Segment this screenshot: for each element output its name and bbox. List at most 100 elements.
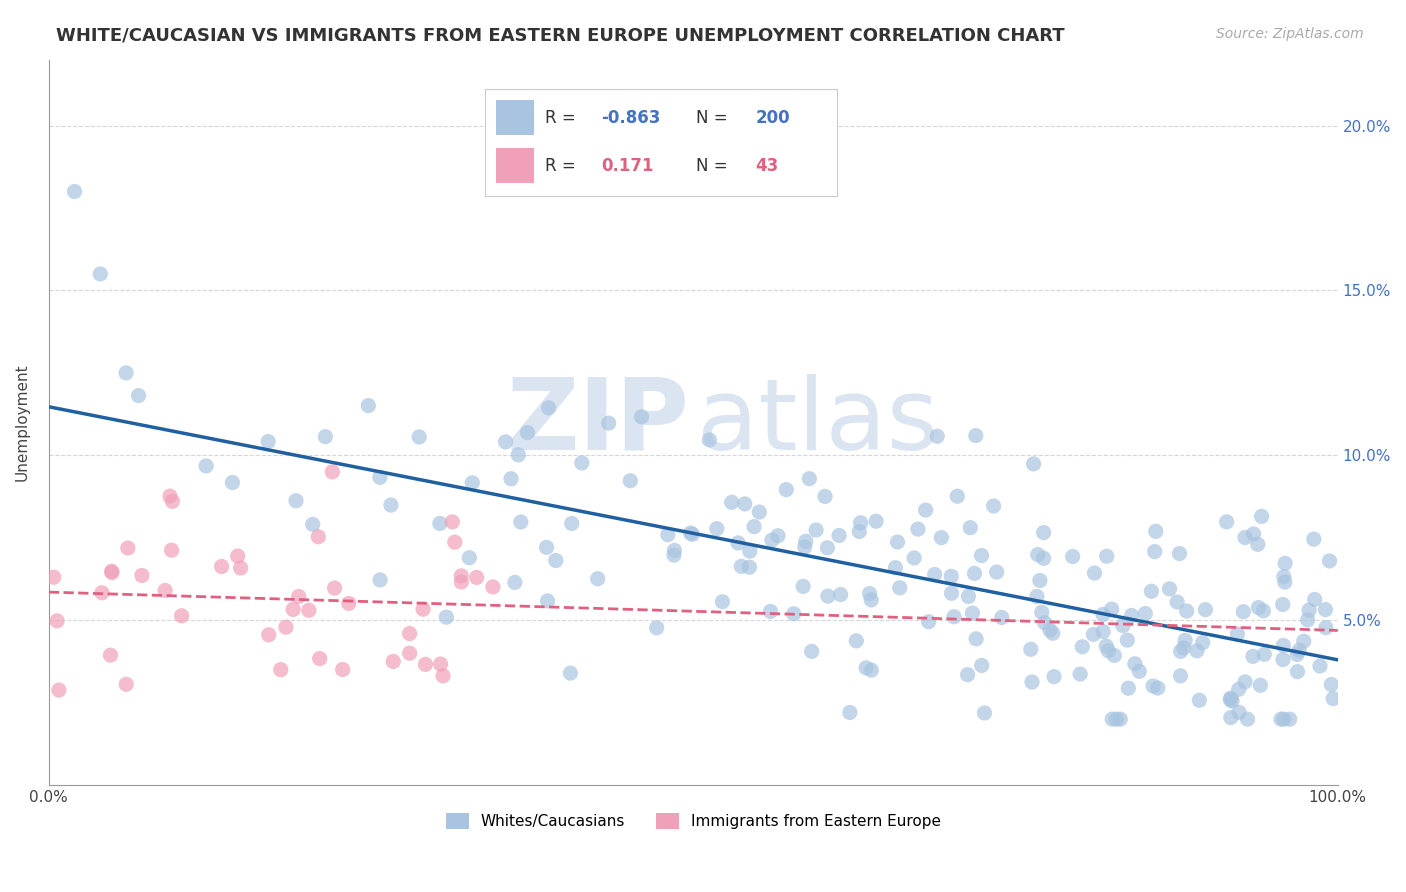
Point: [931, 531, 953, 545]
Point: [849, 516, 872, 530]
Text: R =: R =: [544, 157, 581, 175]
Point: [793, 540, 815, 554]
Point: [337, 596, 360, 610]
Point: [1029, 574, 1052, 588]
Point: [1097, 644, 1119, 658]
Point: [965, 632, 987, 646]
Point: [1091, 607, 1114, 622]
Point: [783, 607, 806, 621]
Point: [441, 515, 464, 529]
Point: [965, 428, 987, 442]
Text: Source: ZipAtlas.com: Source: ZipAtlas.com: [1216, 27, 1364, 41]
Point: [450, 574, 472, 589]
Point: [332, 663, 354, 677]
Point: [742, 519, 765, 533]
Point: [1272, 712, 1295, 726]
Point: [927, 429, 949, 443]
Point: [1250, 509, 1272, 524]
Point: [657, 527, 679, 541]
Point: [1025, 590, 1047, 604]
Point: [1320, 677, 1343, 691]
Point: [458, 550, 481, 565]
Point: [1249, 678, 1271, 692]
Point: [699, 433, 721, 447]
Point: [814, 490, 837, 504]
Legend: Whites/Caucasians, Immigrants from Eastern Europe: Whites/Caucasians, Immigrants from Easte…: [440, 807, 948, 836]
Point: [1272, 639, 1295, 653]
Point: [970, 658, 993, 673]
Point: [1296, 613, 1319, 627]
Point: [544, 553, 567, 567]
Text: WHITE/CAUCASIAN VS IMMIGRANTS FROM EASTERN EUROPE UNEMPLOYMENT CORRELATION CHART: WHITE/CAUCASIAN VS IMMIGRANTS FROM EASTE…: [56, 27, 1064, 45]
Point: [1170, 644, 1192, 658]
Point: [100, 564, 122, 578]
Point: [128, 388, 150, 402]
Point: [1069, 667, 1091, 681]
Point: [42, 570, 65, 584]
Point: [792, 579, 814, 593]
Point: [1095, 639, 1118, 653]
Point: [838, 706, 860, 720]
FancyBboxPatch shape: [495, 100, 534, 136]
Point: [738, 560, 761, 574]
Point: [941, 586, 963, 600]
FancyBboxPatch shape: [495, 148, 534, 184]
Point: [46, 614, 69, 628]
Point: [412, 602, 434, 616]
Point: [1288, 643, 1310, 657]
Point: [860, 663, 883, 677]
Point: [858, 586, 880, 600]
Point: [1140, 584, 1163, 599]
Point: [1101, 712, 1123, 726]
Point: [907, 522, 929, 536]
Point: [1062, 549, 1084, 564]
Point: [1215, 515, 1237, 529]
Point: [586, 572, 609, 586]
Point: [357, 399, 380, 413]
Point: [257, 628, 280, 642]
Point: [1032, 525, 1054, 540]
Point: [815, 541, 838, 555]
Point: [571, 456, 593, 470]
Point: [1142, 679, 1164, 693]
Point: [429, 657, 451, 671]
Y-axis label: Unemployment: Unemployment: [15, 364, 30, 481]
Point: [195, 458, 218, 473]
Point: [924, 567, 946, 582]
Point: [1101, 602, 1123, 616]
Point: [766, 529, 789, 543]
Point: [159, 489, 181, 503]
Point: [730, 559, 752, 574]
Point: [561, 516, 583, 531]
Point: [619, 474, 641, 488]
Point: [380, 498, 402, 512]
Point: [115, 677, 138, 691]
Point: [229, 561, 252, 575]
Point: [775, 483, 797, 497]
Point: [727, 536, 749, 550]
Point: [1219, 710, 1241, 724]
Point: [89, 267, 111, 281]
Point: [1026, 548, 1049, 562]
Point: [1128, 665, 1150, 679]
Point: [101, 566, 124, 580]
Point: [664, 543, 686, 558]
Point: [983, 499, 1005, 513]
Point: [800, 644, 823, 658]
Point: [368, 573, 391, 587]
Point: [482, 580, 505, 594]
Point: [794, 534, 817, 549]
Point: [1236, 712, 1258, 726]
Point: [257, 434, 280, 449]
Point: [662, 548, 685, 562]
Point: [160, 543, 183, 558]
Point: [131, 568, 153, 582]
Point: [1226, 627, 1249, 641]
Point: [761, 533, 783, 547]
Point: [1272, 569, 1295, 583]
Point: [1121, 608, 1143, 623]
Point: [1220, 694, 1243, 708]
Point: [368, 470, 391, 484]
Point: [1298, 603, 1320, 617]
Point: [298, 603, 321, 617]
